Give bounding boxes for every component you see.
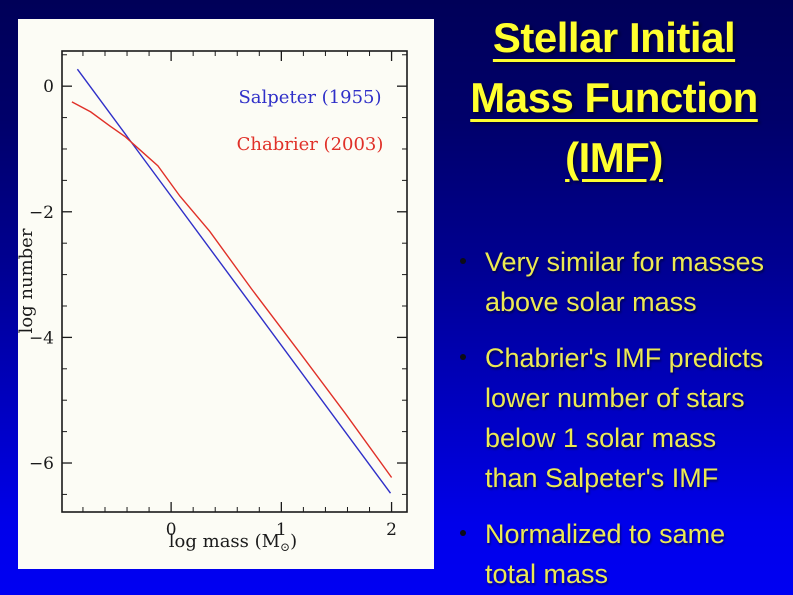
- bullet-list: Very similar for masses above solar mass…: [442, 242, 786, 594]
- title-line-1: Stellar Initial: [492, 14, 736, 61]
- svg-text:Salpeter (1955): Salpeter (1955): [238, 87, 381, 108]
- page-title: Stellar Initial Mass Function (IMF): [442, 8, 786, 188]
- svg-text:−6: −6: [29, 454, 54, 474]
- bullet-line: below 1 solar mass: [485, 423, 717, 453]
- bullet-dot-icon: [460, 530, 466, 536]
- bullet-line: above solar mass: [485, 287, 697, 317]
- svg-text:Chabrier (2003): Chabrier (2003): [237, 134, 384, 155]
- svg-text:0: 0: [43, 77, 54, 97]
- svg-text:2: 2: [386, 520, 397, 540]
- bullet-line: total mass: [485, 559, 609, 589]
- bullet-line: Normalized to same: [485, 519, 726, 549]
- svg-text:1: 1: [276, 520, 287, 540]
- bullet-dot-icon: [460, 258, 466, 264]
- title-line-3: (IMF): [565, 134, 663, 181]
- svg-text:−4: −4: [29, 328, 54, 348]
- slide-text-column: Stellar Initial Mass Function (IMF) Very…: [442, 8, 786, 595]
- svg-text:0: 0: [166, 520, 177, 540]
- list-item: Chabrier's IMF predicts lower number of …: [458, 338, 786, 498]
- bullet-line: lower number of stars: [485, 383, 745, 413]
- imf-chart: 0 1 2 0 −2 −4 −6 Salpeter (1955) Chabrier (2003)…: [18, 50, 408, 554]
- svg-text:log number: log number: [18, 228, 37, 333]
- svg-text:−2: −2: [29, 203, 54, 223]
- title-line-2: Mass Function: [470, 74, 758, 121]
- bullet-line: than Salpeter's IMF: [485, 463, 719, 493]
- bullet-dot-icon: [460, 354, 466, 360]
- plot-panel: 0 1 2 0 −2 −4 −6 Salpeter (1955) Chabrier (2003)…: [18, 19, 434, 569]
- bullet-line: Very similar for masses: [485, 247, 765, 277]
- list-item: Very similar for masses above solar mass: [458, 242, 786, 322]
- bullet-line: Chabrier's IMF predicts: [485, 343, 764, 373]
- svg-text:log mass (M⊙): log mass (M⊙): [169, 531, 297, 554]
- list-item: Normalized to same total mass: [458, 514, 786, 594]
